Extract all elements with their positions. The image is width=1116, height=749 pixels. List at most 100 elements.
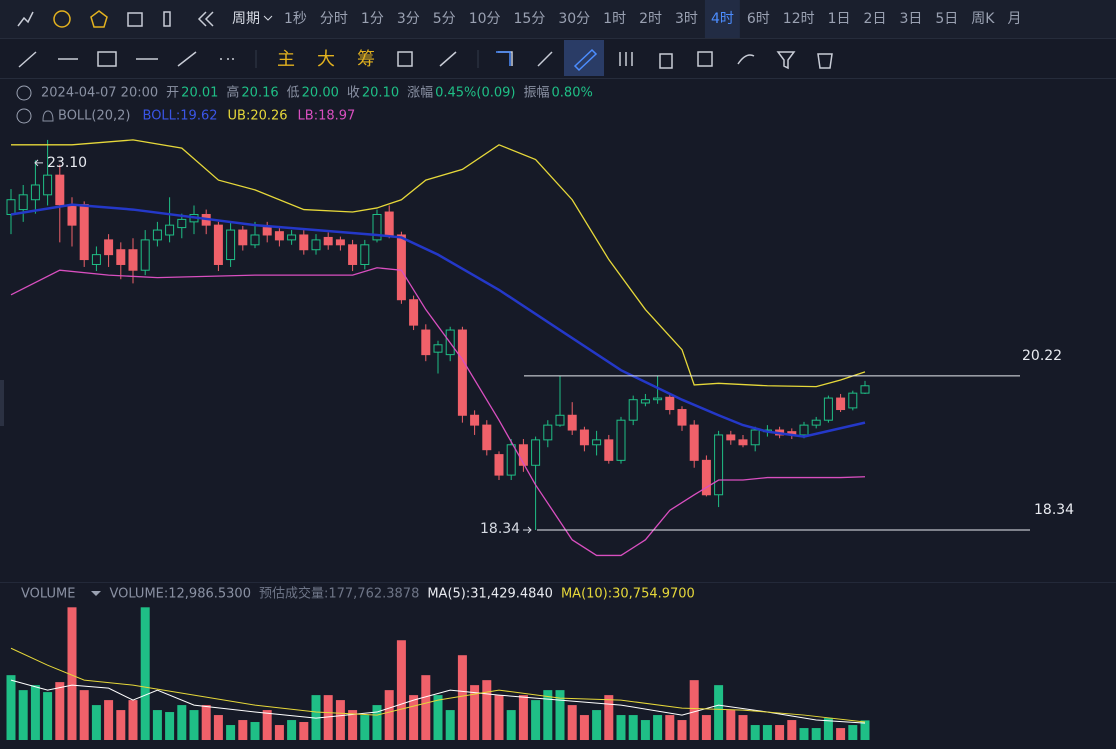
volume-bar — [726, 710, 736, 740]
icon-layout[interactable] — [163, 11, 171, 27]
period-option[interactable]: 2日 — [864, 11, 887, 27]
info-text: VOLUME:12,986.5300 — [109, 587, 251, 602]
candle-body — [640, 399, 650, 404]
high-label: 23.10 — [47, 155, 87, 171]
info-text: 振幅 — [524, 86, 550, 101]
volume-bar — [311, 695, 321, 740]
candle-body — [677, 409, 687, 426]
info-text: 涨幅 — [407, 86, 433, 101]
volume-bar — [616, 715, 626, 740]
volume-bar — [409, 695, 419, 740]
icon-copy[interactable] — [496, 51, 511, 66]
candle-body — [750, 429, 760, 446]
side-handle[interactable] — [0, 380, 4, 426]
volume-bar — [640, 720, 650, 740]
active-period[interactable] — [704, 0, 740, 38]
volume-bar — [567, 705, 577, 740]
period-option[interactable]: 月 — [1007, 11, 1021, 27]
candle-body — [689, 424, 699, 461]
candle-body — [116, 249, 126, 265]
candle-body — [140, 239, 150, 271]
period-option[interactable]: 15分 — [514, 11, 546, 27]
candle-body — [128, 249, 138, 271]
indicator-tool[interactable]: 筹 — [357, 49, 375, 70]
period-option[interactable]: 3分 — [397, 11, 420, 27]
period-selector[interactable]: 周期 — [232, 11, 260, 27]
volume-bar — [762, 725, 772, 740]
info-text: LB:18.97 — [298, 109, 356, 124]
candle-body — [104, 239, 114, 256]
volume-bar — [738, 715, 748, 740]
period-option[interactable]: 1分 — [361, 11, 384, 27]
icon-compass[interactable] — [53, 10, 71, 28]
period-option[interactable]: 10分 — [469, 11, 501, 27]
candle-body — [67, 204, 77, 226]
info-text: 20.01 — [181, 86, 218, 101]
volume-bar — [396, 640, 406, 740]
period-option[interactable]: 3日 — [899, 11, 922, 27]
period-option[interactable]: 3时 — [675, 11, 698, 27]
collapse-toggle[interactable] — [16, 85, 32, 101]
period-option[interactable]: 12时 — [783, 11, 815, 27]
info-text: BOLL(20,2) — [58, 109, 131, 124]
volume-bar — [116, 710, 126, 740]
toolbar-icons[interactable] — [17, 10, 833, 76]
period-option[interactable]: 4时 — [711, 11, 734, 27]
volume-bar — [750, 725, 760, 740]
volume-bar — [262, 710, 272, 740]
dropdown-arrow[interactable] — [263, 15, 273, 21]
icon-calendar[interactable] — [127, 12, 143, 27]
period-option[interactable]: 6时 — [747, 11, 770, 27]
info-text: MA(5):31,429.4840 — [427, 587, 553, 602]
candle-body — [823, 397, 833, 421]
volume-bar — [372, 705, 382, 740]
alert-bell[interactable] — [42, 110, 54, 122]
indicator-tool[interactable]: 大 — [317, 49, 335, 70]
collapse-toggle[interactable] — [16, 108, 32, 124]
period-option[interactable]: 周K — [971, 11, 995, 27]
candle-body — [152, 229, 162, 241]
info-text: 预估成交量: — [259, 586, 328, 602]
drawing-tools[interactable] — [18, 51, 234, 68]
low-arrow — [523, 526, 532, 534]
candle-body — [274, 231, 284, 241]
candle-body — [628, 399, 638, 421]
volume-bar — [91, 705, 101, 740]
period-option[interactable]: 1日 — [828, 11, 851, 27]
candle-body — [360, 244, 370, 265]
volume-bar — [714, 685, 724, 740]
period-option[interactable]: 30分 — [558, 11, 590, 27]
period-option[interactable]: 2时 — [639, 11, 662, 27]
period-option[interactable]: 分时 — [320, 11, 348, 27]
volume-bar — [860, 720, 870, 740]
volume-bar — [421, 675, 431, 740]
volume-bar — [592, 710, 602, 740]
candle-body — [567, 414, 577, 431]
dropdown-arrow[interactable] — [91, 591, 101, 596]
icon-line[interactable] — [17, 11, 34, 27]
chart-tools[interactable] — [397, 51, 833, 70]
info-text: BOLL:19.62 — [143, 109, 218, 124]
indicator-tool[interactable]: 主 — [277, 49, 295, 70]
period-option[interactable]: 5分 — [433, 11, 456, 27]
icon-pentagon[interactable] — [90, 10, 108, 28]
volume-bar — [104, 700, 114, 740]
icon-rewind[interactable] — [197, 11, 214, 27]
volume-bar — [811, 728, 821, 740]
period-option[interactable]: 1秒 — [284, 11, 307, 27]
candle-body — [836, 397, 846, 411]
volume-bar — [848, 725, 858, 740]
icon-pen[interactable] — [573, 48, 598, 72]
period-option[interactable]: 5日 — [935, 11, 958, 27]
candle-body — [262, 227, 272, 236]
volume-bar — [299, 722, 309, 740]
volume-bar — [238, 720, 248, 740]
volume-bar — [677, 720, 687, 740]
volume-bar — [787, 720, 797, 740]
volume-bar — [518, 695, 528, 740]
volume-bar — [433, 695, 443, 740]
candle-body — [506, 444, 516, 476]
volume-bar — [823, 718, 833, 740]
period-option[interactable]: 1时 — [603, 11, 626, 27]
info-text: 高 — [226, 85, 239, 101]
